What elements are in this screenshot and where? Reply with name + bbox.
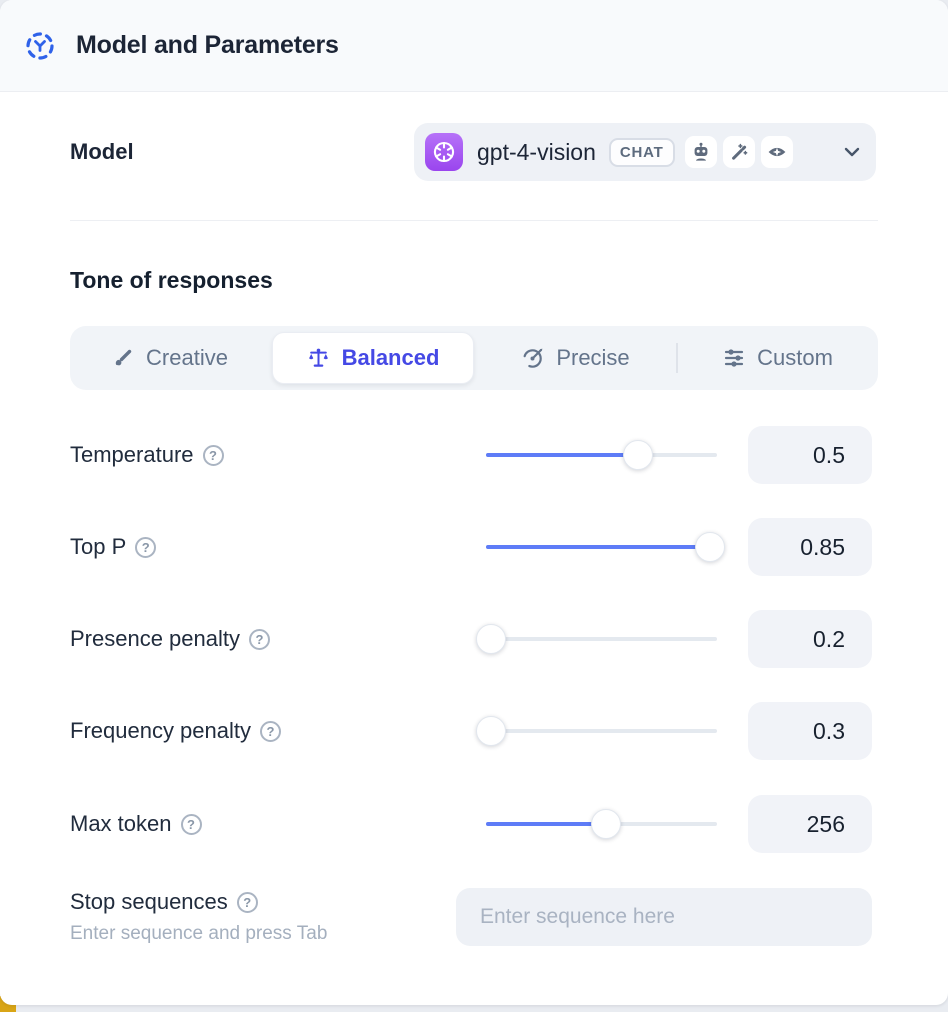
help-icon[interactable]: ? <box>236 891 258 913</box>
stop-sequences-row: Stop sequences ? Enter sequence and pres… <box>0 886 948 948</box>
top-p-value[interactable]: 0.85 <box>748 518 872 576</box>
temperature-slider[interactable] <box>486 440 717 470</box>
tone-segmented-control: Creative Balanced Precise <box>70 326 878 390</box>
param-label: Max token <box>70 811 172 836</box>
param-row-presence-penalty: Presence penalty ? 0.2 <box>0 610 948 668</box>
frequency-penalty-value[interactable]: 0.3 <box>748 702 872 760</box>
slider-fill <box>486 453 639 457</box>
chevron-down-icon <box>844 147 860 157</box>
vision-eye-icon <box>760 136 793 168</box>
robot-icon <box>684 136 717 168</box>
param-row-top-p: Top P ? 0.85 <box>0 518 948 576</box>
help-icon[interactable]: ? <box>260 720 281 742</box>
top-p-slider[interactable] <box>486 532 726 562</box>
model-hub-icon <box>24 30 56 62</box>
slider-track[interactable] <box>486 637 717 641</box>
model-label: Model <box>70 139 134 164</box>
slider-thumb[interactable] <box>623 440 654 470</box>
magic-wand-icon <box>722 136 755 168</box>
help-icon[interactable]: ? <box>249 628 270 650</box>
param-label: Temperature <box>70 442 194 467</box>
slider-thumb[interactable] <box>475 624 506 654</box>
tab-custom[interactable]: Custom <box>678 326 878 390</box>
section-divider <box>70 220 878 221</box>
param-row-max-token: Max token ? 256 <box>0 795 948 853</box>
selected-model-name: gpt-4-vision <box>477 138 596 165</box>
help-icon[interactable]: ? <box>135 536 157 558</box>
param-label: Frequency penalty <box>70 718 251 743</box>
frequency-penalty-slider[interactable] <box>475 716 717 746</box>
tab-label: Precise <box>556 345 630 370</box>
tone-heading: Tone of responses <box>70 267 273 293</box>
slider-thumb[interactable] <box>695 532 726 562</box>
param-label: Presence penalty <box>70 626 240 651</box>
presence-penalty-slider[interactable] <box>475 624 717 654</box>
presence-penalty-value[interactable]: 0.2 <box>748 610 872 668</box>
slider-track[interactable] <box>486 729 717 733</box>
param-label: Top P <box>70 534 127 559</box>
param-row-temperature: Temperature ? 0.5 <box>0 426 948 484</box>
stop-sequences-label: Stop sequences <box>70 889 228 914</box>
param-row-frequency-penalty: Frequency penalty ? 0.3 <box>0 702 948 760</box>
balance-scale-icon <box>308 348 328 367</box>
slider-fill <box>486 822 607 826</box>
help-icon[interactable]: ? <box>202 444 224 466</box>
panel-header: Model and Parameters <box>0 0 948 92</box>
tab-divider <box>676 343 678 373</box>
slider-fill <box>486 545 711 549</box>
tab-label: Custom <box>757 345 833 370</box>
capability-chips <box>684 136 793 168</box>
sliders-icon <box>724 349 744 367</box>
tab-balanced[interactable]: Balanced <box>272 332 474 384</box>
stop-sequence-input[interactable] <box>456 888 872 946</box>
help-icon[interactable]: ? <box>180 813 202 835</box>
slider-thumb[interactable] <box>475 716 506 746</box>
tab-label: Balanced <box>341 345 440 370</box>
model-type-badge: CHAT <box>608 137 675 167</box>
page-title: Model and Parameters <box>76 31 339 59</box>
openai-logo <box>425 133 463 171</box>
target-arrow-icon <box>523 348 543 368</box>
max-token-slider[interactable] <box>486 809 717 839</box>
tab-creative[interactable]: Creative <box>70 326 270 390</box>
slider-thumb[interactable] <box>591 809 622 839</box>
tab-precise[interactable]: Precise <box>476 326 676 390</box>
stop-sequences-hint: Enter sequence and press Tab <box>70 923 328 944</box>
tab-label: Creative <box>146 345 228 370</box>
paintbrush-icon <box>115 349 132 366</box>
model-select[interactable]: gpt-4-vision CHAT <box>414 123 876 181</box>
max-token-value[interactable]: 256 <box>748 795 872 853</box>
temperature-value[interactable]: 0.5 <box>748 426 872 484</box>
